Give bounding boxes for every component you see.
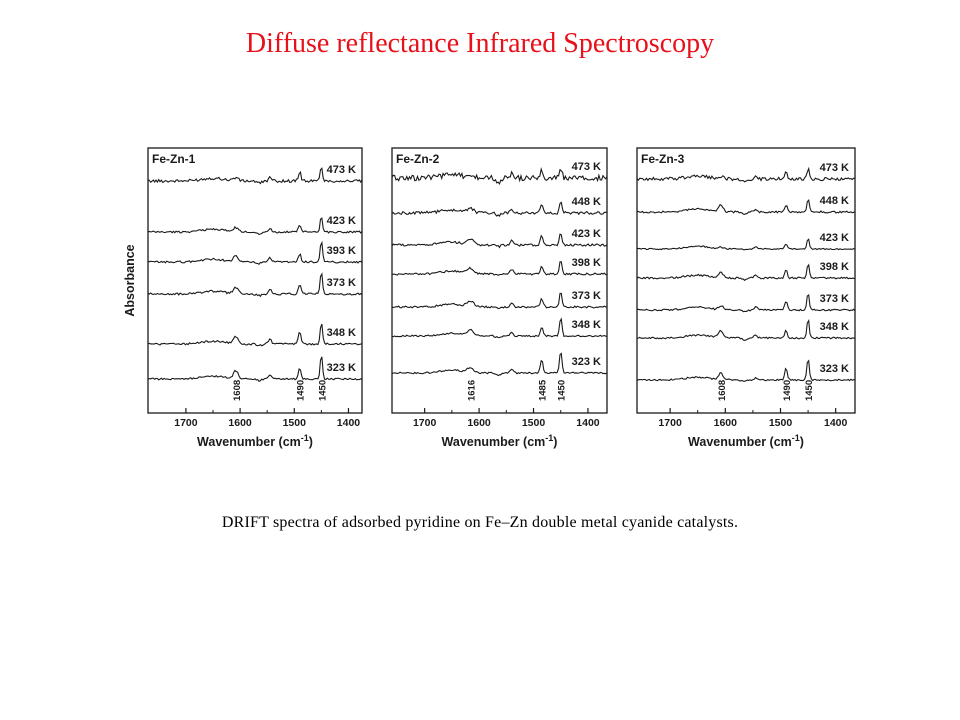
- temperature-label: 323 K: [572, 356, 601, 368]
- temperature-label: 473 K: [327, 164, 356, 176]
- temperature-label: 373 K: [572, 290, 601, 302]
- panel-title: Fe-Zn-3: [641, 152, 685, 166]
- spectrum-line: [391, 292, 608, 310]
- temperature-label: 373 K: [820, 293, 849, 305]
- x-tick-label: 1400: [576, 417, 600, 429]
- temperature-label: 348 K: [572, 319, 601, 331]
- x-axis-label-superscript: -1: [545, 433, 553, 443]
- x-tick-label: 1700: [174, 417, 198, 429]
- spectrum-line: [147, 272, 363, 298]
- spectrum-line: [147, 217, 363, 236]
- x-axis-label: Wavenumber (cm-1): [442, 433, 558, 449]
- x-axis-label-end: ): [553, 435, 557, 449]
- x-tick-label: 1600: [714, 417, 738, 429]
- temperature-label: 348 K: [820, 321, 849, 333]
- spectrum-line: [637, 238, 856, 251]
- x-tick-label: 1500: [522, 417, 546, 429]
- spectrum-line: [147, 167, 363, 185]
- spectrum-line: [147, 356, 363, 382]
- peak-label: 1608: [717, 380, 728, 401]
- x-tick-label: 1700: [658, 417, 682, 429]
- temperature-label: 398 K: [572, 257, 601, 269]
- plot-frame: [391, 147, 608, 414]
- panel-title: Fe-Zn-1: [152, 152, 196, 166]
- spectrum-line: [391, 201, 608, 217]
- temperature-label: 448 K: [572, 196, 601, 208]
- peak-label: 1608: [232, 380, 243, 401]
- peak-label: 1490: [296, 380, 307, 401]
- temperature-label: 398 K: [820, 261, 849, 273]
- x-tick-label: 1500: [769, 417, 793, 429]
- spectrum-line: [636, 263, 856, 282]
- temperature-label: 423 K: [327, 215, 356, 227]
- temperature-label: 348 K: [327, 327, 356, 339]
- spectrum-line: [636, 359, 856, 382]
- temperature-label: 423 K: [820, 232, 849, 244]
- chart-panel-2: Fe-Zn-2 1700 1600 1500 1400 Wavenumber (cm-1)…: [391, 147, 608, 449]
- spectrum-line: [392, 261, 607, 276]
- spectrum-line: [636, 319, 856, 341]
- x-axis-label-superscript: -1: [792, 433, 800, 443]
- temperature-label: 393 K: [327, 245, 356, 257]
- peak-label: 1450: [804, 380, 815, 401]
- x-axis-label: Wavenumber (cm-1): [197, 433, 313, 449]
- x-axis-label-end: ): [800, 435, 804, 449]
- spectrum-line: [147, 240, 363, 266]
- chart-panel-3: Fe-Zn-3 1700 1600 1500 1400 Wavenumber (cm-1)…: [636, 147, 856, 449]
- temperature-label: 473 K: [572, 161, 601, 173]
- temperature-label: 323 K: [327, 362, 356, 374]
- x-axis-label-superscript: -1: [301, 433, 309, 443]
- x-tick-label: 1700: [413, 417, 437, 429]
- figure-caption: DRIFT spectra of adsorbed pyridine on Fe…: [221, 514, 739, 531]
- chart-panel-1: Fe-Zn-1 1700 1600 1500 1400 Wavenumber (cm-1)…: [123, 147, 363, 449]
- peak-label: 1485: [538, 379, 549, 401]
- spectrum-line: [147, 323, 363, 347]
- x-axis-label-main: Wavenumber (cm: [197, 435, 301, 449]
- x-axis-label-main: Wavenumber (cm: [688, 435, 792, 449]
- temperature-label: 448 K: [820, 195, 849, 207]
- peak-label: 1450: [317, 380, 328, 401]
- x-axis-label: Wavenumber (cm-1): [688, 433, 804, 449]
- spectrum-line: [391, 233, 608, 249]
- x-tick-label: 1600: [467, 417, 491, 429]
- peak-label: 1616: [466, 380, 477, 401]
- spectrum-line: [636, 198, 856, 215]
- spectrum-line: [636, 166, 856, 183]
- x-tick-label: 1500: [283, 417, 307, 429]
- temperature-label: 473 K: [820, 162, 849, 174]
- x-tick-label: 1600: [228, 417, 252, 429]
- peak-label: 1450: [557, 380, 568, 401]
- slide-title: Diffuse reflectance Infrared Spectroscop…: [245, 28, 715, 59]
- y-axis-label: Absorbance: [123, 244, 137, 316]
- x-axis-label-end: ): [309, 435, 313, 449]
- spectrum-line: [636, 293, 856, 313]
- plot-frame: [636, 147, 856, 414]
- spectrum-line: [391, 166, 608, 186]
- x-tick-label: 1400: [337, 417, 361, 429]
- plot-frame: [147, 147, 363, 414]
- spectrum-line: [391, 352, 608, 377]
- temperature-label: 323 K: [820, 363, 849, 375]
- panel-title: Fe-Zn-2: [396, 152, 440, 166]
- spectrum-line: [391, 317, 608, 339]
- temperature-label: 373 K: [327, 277, 356, 289]
- x-axis-label-main: Wavenumber (cm: [442, 435, 546, 449]
- temperature-label: 423 K: [572, 228, 601, 240]
- peak-label: 1490: [782, 380, 793, 401]
- x-tick-label: 1400: [824, 417, 848, 429]
